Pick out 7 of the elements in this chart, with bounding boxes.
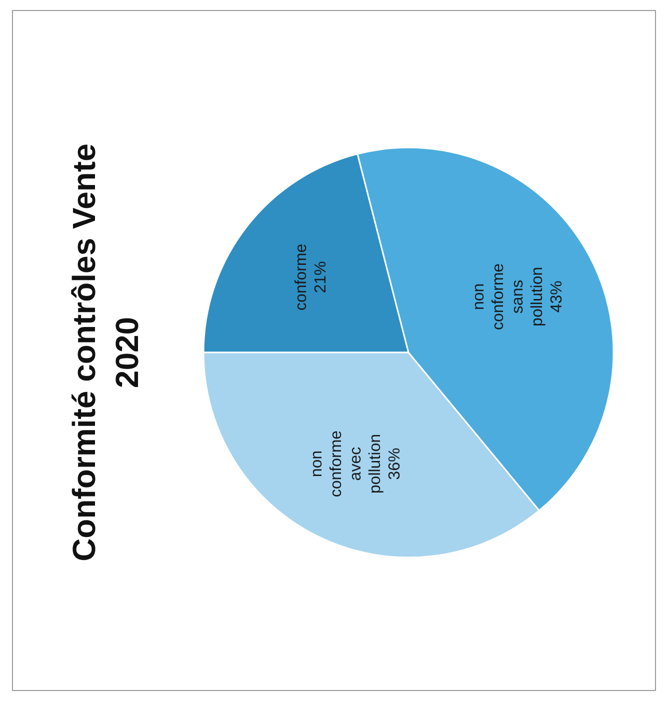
slice-label: non conforme sans pollution — [470, 263, 546, 330]
data-label: 36% — [386, 448, 404, 480]
slice-label: conforme — [293, 244, 310, 310]
data-label: 21% — [312, 261, 330, 294]
data-label: 43% — [548, 280, 566, 313]
text: Conformité contrôles Vente 2020 — [66, 144, 146, 562]
slice-label: non conforme avec pollution — [308, 430, 384, 498]
